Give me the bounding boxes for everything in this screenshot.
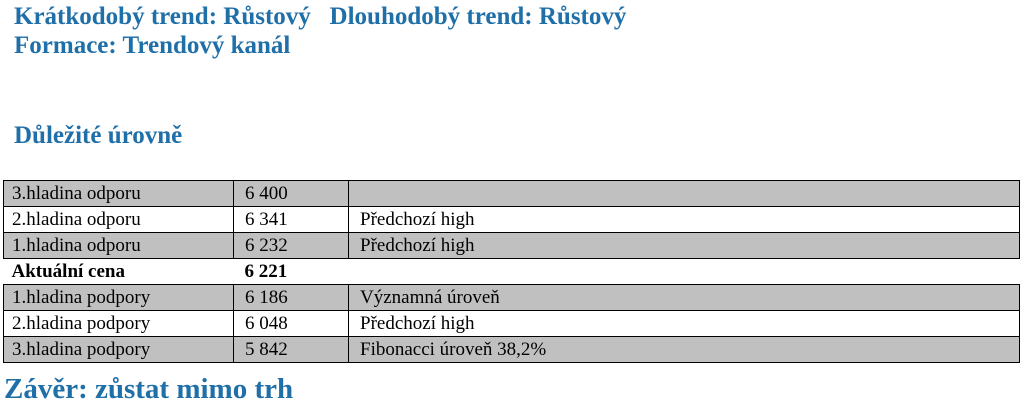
table-row: 3.hladina podpory 5 842 Fibonacci úroveň…: [3, 336, 1020, 363]
level-value: 6 221: [233, 258, 349, 285]
level-value: 6 186: [233, 284, 349, 311]
levels-table: 3.hladina odporu 6 400 2.hladina odporu …: [3, 180, 1020, 363]
level-note: [348, 258, 1020, 285]
trend-line: Krátkodobý trend: Růstový Dlouhodobý tre…: [14, 4, 626, 29]
level-label: 3.hladina odporu: [3, 180, 234, 207]
long-term-trend: Dlouhodobý trend: Růstový: [329, 3, 627, 30]
level-note: Předchozí high: [348, 206, 1020, 233]
conclusion: Závěr: zůstat mimo trh: [4, 373, 294, 405]
level-label: 2.hladina odporu: [3, 206, 234, 233]
level-label: 3.hladina podpory: [3, 336, 234, 363]
level-value: 6 341: [233, 206, 349, 233]
level-value: 6 232: [233, 232, 349, 259]
table-row: 1.hladina podpory 6 186 Významná úroveň: [3, 284, 1020, 311]
level-value: 6 048: [233, 310, 349, 337]
level-note: Významná úroveň: [348, 284, 1020, 311]
current-price-row: Aktuální cena 6 221: [3, 258, 1020, 285]
level-note: Předchozí high: [348, 310, 1020, 337]
level-label: 1.hladina odporu: [3, 232, 234, 259]
table-row: 2.hladina odporu 6 341 Předchozí high: [3, 206, 1020, 233]
level-value: 6 400: [233, 180, 349, 207]
short-term-trend: Krátkodobý trend: Růstový: [14, 3, 311, 30]
level-note: Předchozí high: [348, 232, 1020, 259]
level-value: 5 842: [233, 336, 349, 363]
level-label: 1.hladina podpory: [3, 284, 234, 311]
level-note: Fibonacci úroveň 38,2%: [348, 336, 1020, 363]
level-label: Aktuální cena: [3, 258, 234, 285]
level-note: [348, 180, 1020, 207]
formation-label: Formace: Trendový kanál: [14, 32, 291, 59]
level-label: 2.hladina podpory: [3, 310, 234, 337]
section-title: Důležité úrovně: [14, 122, 183, 149]
table-row: 1.hladina odporu 6 232 Předchozí high: [3, 232, 1020, 259]
table-row: 2.hladina podpory 6 048 Předchozí high: [3, 310, 1020, 337]
table-row: 3.hladina odporu 6 400: [3, 180, 1020, 207]
